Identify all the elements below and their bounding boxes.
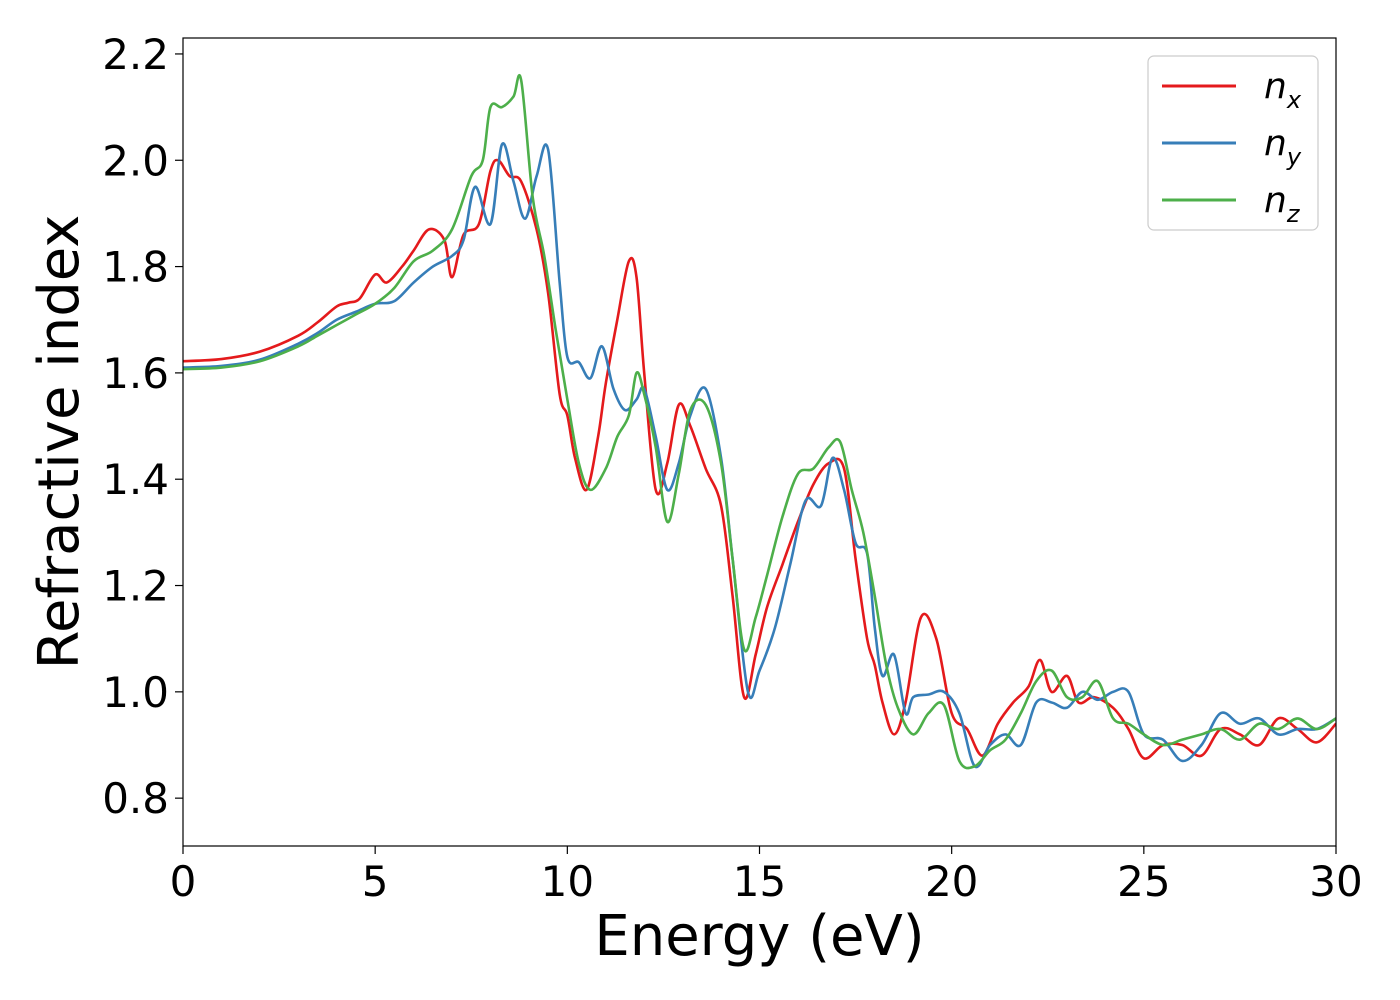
y-tick-label: 2.0 [102, 136, 169, 185]
x-tick-label: 10 [541, 857, 594, 906]
legend-label-y: ny [1264, 123, 1302, 171]
y-tick-label: 0.8 [102, 774, 169, 823]
y-tick-label: 1.0 [102, 668, 169, 717]
x-tick-label: 0 [170, 857, 197, 906]
legend-label-x: nx [1264, 66, 1302, 114]
x-axis-title: Energy (eV) [594, 904, 924, 969]
series-line-z [183, 73, 1336, 770]
y-tick-label: 1.6 [102, 349, 169, 398]
series-layer [183, 73, 1336, 770]
y-tick-label: 1.2 [102, 562, 169, 611]
y-axis-ticks: 0.8 1.0 1.2 1.4 1.6 1.8 2.0 2.2 [102, 30, 183, 823]
y-tick-label: 1.4 [102, 455, 169, 504]
y-tick-label: 2.2 [102, 30, 169, 79]
y-axis-title: Refractive index [27, 215, 92, 670]
x-axis-ticks: 0 5 10 15 20 25 30 [170, 846, 1363, 906]
x-tick-label: 30 [1309, 857, 1362, 906]
x-tick-label: 25 [1117, 857, 1170, 906]
legend: nx ny nz [1147, 55, 1319, 231]
x-tick-label: 20 [925, 857, 978, 906]
y-tick-label: 1.8 [102, 243, 169, 292]
legend-label-z: nz [1264, 180, 1301, 228]
x-tick-label: 15 [733, 857, 786, 906]
x-tick-label: 5 [362, 857, 389, 906]
series-line-y [183, 142, 1336, 769]
series-line-x [183, 158, 1336, 760]
